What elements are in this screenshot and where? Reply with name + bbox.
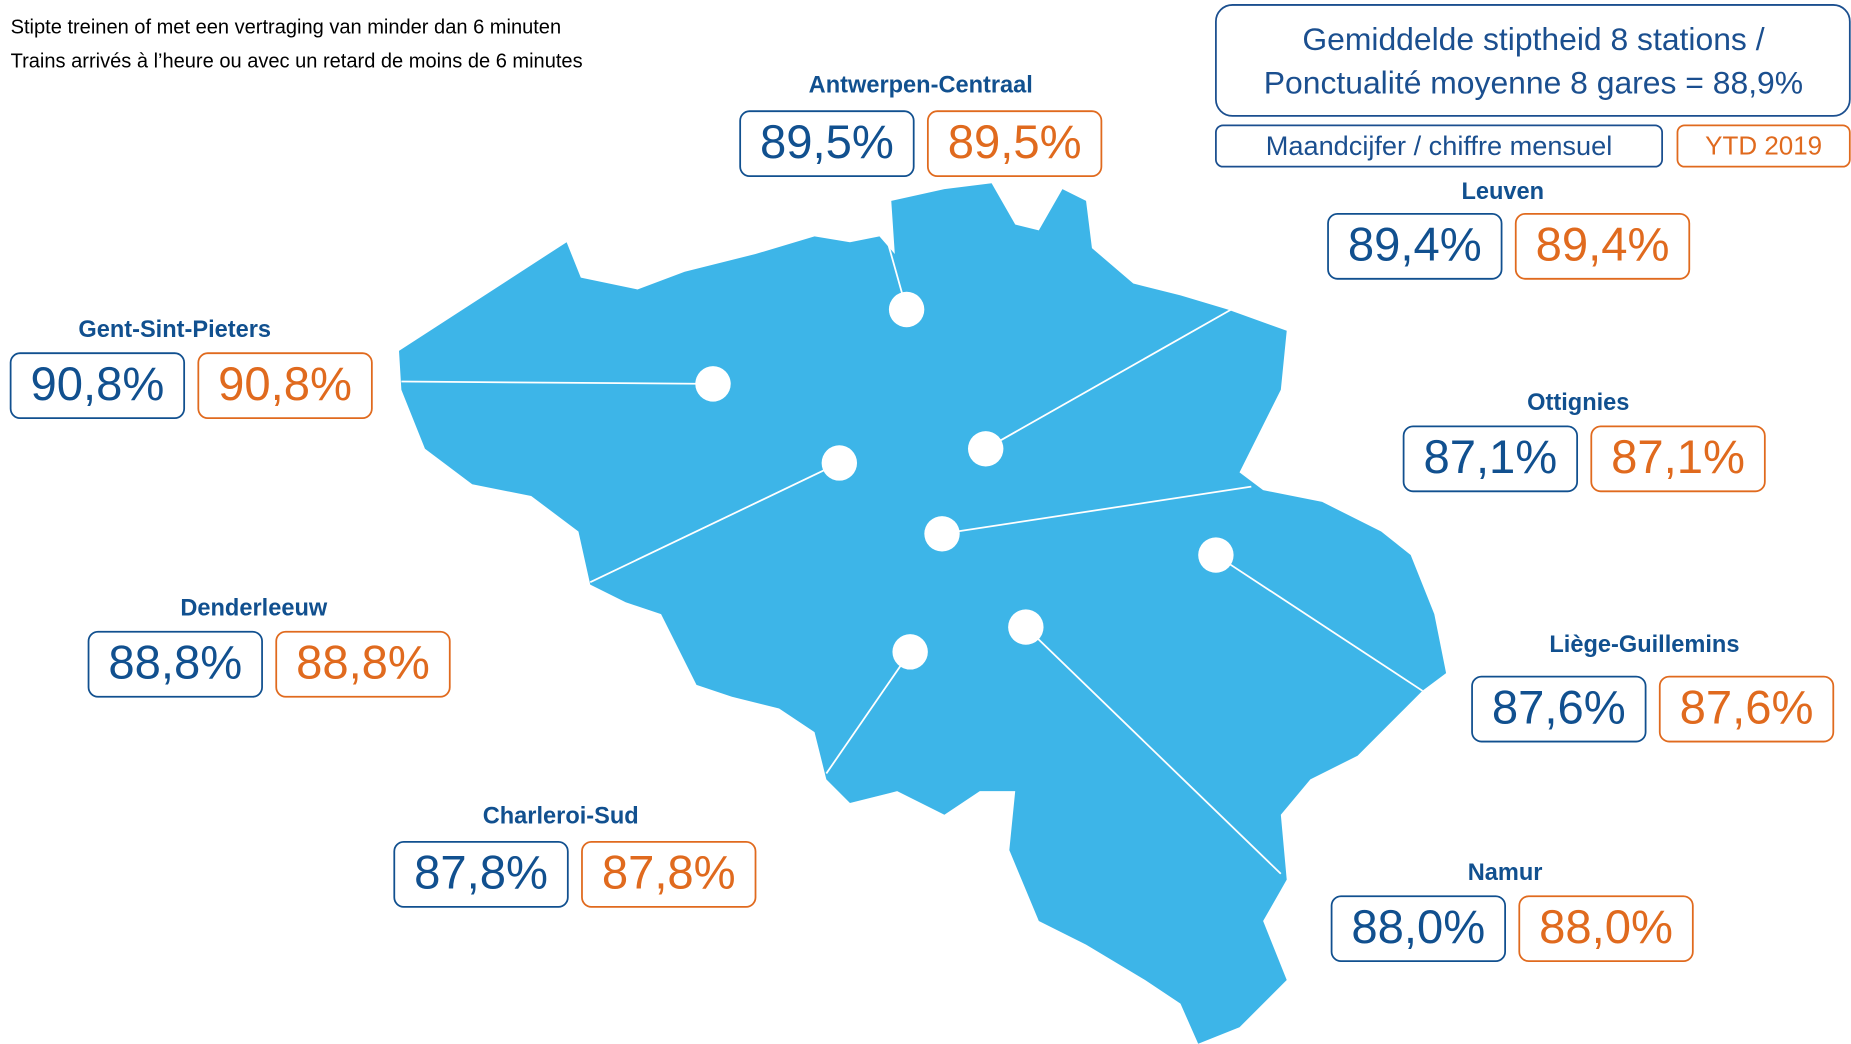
ytd-value: 88,8% [296,636,430,689]
station-dot [1008,609,1044,645]
ytd-value: 90,8% [218,358,352,411]
ytd-box [926,110,1103,178]
header-fr: Trains arrivés à l’heure ou avec un reta… [11,51,583,73]
station-name: Leuven [1461,179,1544,205]
connector [825,651,911,774]
summary-box [1215,4,1851,117]
legend-monthly: Maandcijfer / chiffre mensuel [1266,130,1612,161]
ytd-value: 87,1% [1611,431,1745,484]
monthly-box [393,841,569,908]
monthly-value: 87,8% [414,847,548,900]
ytd-value: 88,0% [1539,901,1673,954]
ytd-box [1518,895,1694,963]
ytd-box [275,630,451,698]
station-dot [892,634,928,670]
monthly-value: 87,6% [1492,681,1626,734]
station-name: Liège-Guillemins [1549,632,1739,658]
monthly-value: 89,4% [1348,219,1482,272]
legend-ytd: YTD 2019 [1705,131,1822,161]
ytd-box [1514,213,1691,280]
monthly-box [1402,425,1579,493]
ytd-box [197,352,373,420]
monthly-box [9,352,186,420]
station-name: Gent-Sint-Pieters [78,317,271,343]
legend-box [1215,124,1664,168]
monthly-box [1330,895,1507,963]
summary-line: Ponctualité moyenne 8 gares = 88,9% [1264,65,1803,101]
station-dot [695,366,731,402]
ytd-value: 89,5% [948,116,1082,169]
monthly-value: 87,1% [1423,431,1557,484]
station-name: Denderleeuw [180,596,327,622]
connector [401,380,714,385]
monthly-value: 90,8% [30,358,164,411]
station-name: Charleroi-Sud [483,803,639,829]
ytd-box [1658,675,1835,743]
station-dot [821,445,858,481]
summary-line: Gemiddelde stiptheid 8 stations / [1302,21,1764,57]
connector [941,485,1252,535]
connector [1025,626,1282,875]
legend-box [1676,124,1851,168]
monthly-box [1327,213,1503,280]
station-name: Namur [1468,860,1543,886]
ytd-value: 87,8% [602,847,736,900]
station-name: Ottignies [1527,390,1629,416]
station-dot [967,431,1004,467]
monthly-box [87,630,263,698]
stations: Antwerpen-Centraal 89,5% 89,5% Leuven 89,4% 8… [9,73,1835,963]
monthly-box [739,110,915,178]
ytd-box [1590,425,1766,493]
station-name: Antwerpen-Centraal [809,73,1033,99]
connector [985,308,1232,450]
monthly-box [1471,675,1647,743]
ytd-value: 89,4% [1536,219,1670,272]
station-dot [888,291,925,328]
ytd-value: 87,6% [1680,681,1814,734]
station-dot [1198,537,1234,573]
station-dot [924,516,960,552]
header-nl: Stipte treinen of met een vertraging van… [11,16,561,38]
connector [1215,554,1423,692]
connector [589,462,840,584]
belgium-map [399,183,1447,1044]
ytd-box [581,841,757,908]
monthly-value: 88,8% [108,636,242,689]
monthly-value: 89,5% [760,116,894,169]
monthly-value: 88,0% [1351,901,1485,954]
